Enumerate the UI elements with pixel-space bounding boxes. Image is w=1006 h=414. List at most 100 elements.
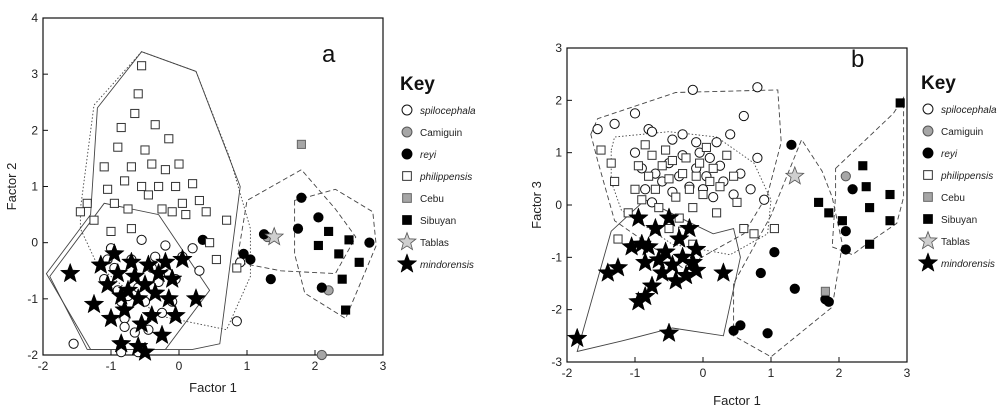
data-point-philippensis xyxy=(664,223,674,234)
convex-hull-dashed xyxy=(733,138,843,358)
data-point-spilocephala xyxy=(640,184,651,195)
data-point-philippensis xyxy=(126,224,136,234)
x-tick-label: 1 xyxy=(244,359,251,373)
data-point-philippensis xyxy=(701,142,711,152)
convex-hull-solid xyxy=(45,51,241,350)
data-point-mindorensis xyxy=(127,287,149,308)
convex-hull-dashed xyxy=(294,188,377,320)
legend-title: Key xyxy=(921,73,956,94)
data-point-spilocephala xyxy=(752,82,763,93)
legend-label-tablas: Tablas xyxy=(941,237,970,248)
legend-marker-mindorensis xyxy=(917,252,939,272)
data-point-philippensis xyxy=(99,162,109,172)
data-point-sibuyan xyxy=(344,235,354,245)
data-point-philippensis xyxy=(681,153,691,163)
x-tick-label: 1 xyxy=(768,366,775,380)
data-point-reyi xyxy=(789,283,800,294)
data-point-philippensis xyxy=(232,263,242,273)
legend-marker-cebu xyxy=(923,192,933,202)
data-point-mindorensis xyxy=(607,256,629,277)
data-point-philippensis xyxy=(684,184,694,194)
data-point-spilocephala xyxy=(119,321,130,333)
y-tick-label: 1 xyxy=(31,180,38,194)
data-point-sibuyan xyxy=(824,208,834,218)
data-point-spilocephala xyxy=(194,265,205,276)
data-point-philippensis xyxy=(177,198,187,208)
data-point-sibuyan xyxy=(865,239,875,249)
data-point-spilocephala xyxy=(592,123,603,135)
data-point-sibuyan xyxy=(354,257,364,267)
data-point-mindorensis xyxy=(638,235,659,256)
data-point-mindorensis xyxy=(185,287,207,308)
x-tick-label: 2 xyxy=(836,366,843,380)
y-tick-label: -2 xyxy=(27,348,38,362)
data-point-philippensis xyxy=(181,210,191,220)
data-point-sibuyan xyxy=(885,189,895,200)
data-point-philippensis xyxy=(691,171,701,181)
data-point-spilocephala xyxy=(677,129,688,140)
data-point-philippensis xyxy=(647,150,657,160)
data-point-spilocephala xyxy=(629,108,641,119)
data-point-spilocephala xyxy=(609,118,620,130)
data-point-sibuyan xyxy=(865,203,875,213)
data-point-mindorensis xyxy=(90,254,112,274)
legend-label-mindorensis: mindorensis xyxy=(941,259,995,270)
x-tick-label: -1 xyxy=(106,359,117,373)
data-point-philippensis xyxy=(143,190,153,200)
data-point-philippensis xyxy=(222,215,232,225)
x-tick-label: -2 xyxy=(562,366,573,380)
legend-marker-spilocephala xyxy=(922,103,934,115)
data-point-mindorensis xyxy=(685,238,707,259)
data-point-philippensis xyxy=(147,159,157,169)
data-point-mindorensis xyxy=(151,324,173,345)
data-point-philippensis xyxy=(123,204,133,214)
legend-marker-camiguin xyxy=(401,126,413,138)
data-point-sibuyan xyxy=(861,182,871,192)
data-point-philippensis xyxy=(82,198,92,208)
series-cebu xyxy=(296,139,306,149)
series-camiguin xyxy=(840,171,851,182)
data-point-mindorensis xyxy=(685,259,707,280)
data-point-reyi xyxy=(735,320,746,331)
x-tick-label: 0 xyxy=(176,359,183,373)
data-point-mindorensis xyxy=(114,299,135,319)
data-point-philippensis xyxy=(708,163,718,173)
x-tick-label: -2 xyxy=(38,359,49,373)
legend-marker-tablas xyxy=(397,231,417,251)
data-point-philippensis xyxy=(739,223,749,234)
data-point-spilocephala xyxy=(687,84,698,95)
series-sibuyan xyxy=(814,98,905,249)
y-tick-label: 0 xyxy=(555,198,562,212)
data-point-reyi xyxy=(292,223,304,234)
data-point-philippensis xyxy=(205,238,215,248)
data-point-philippensis xyxy=(171,181,181,192)
legend-label-camiguin: Camiguin xyxy=(420,128,462,139)
series-reyi xyxy=(728,139,858,339)
data-point-philippensis xyxy=(201,207,211,217)
legend-title: Key xyxy=(400,74,435,95)
data-point-reyi xyxy=(313,212,324,223)
data-point-mindorensis xyxy=(158,287,180,308)
legend-label-reyi: reyi xyxy=(420,150,437,161)
data-point-sibuyan xyxy=(324,226,334,236)
data-point-philippensis xyxy=(106,226,116,236)
data-point-philippensis xyxy=(174,159,184,169)
legend-marker-sibuyan xyxy=(402,215,412,225)
series-camiguin xyxy=(262,231,334,361)
legend-label-cebu: Cebu xyxy=(941,193,965,204)
data-point-sibuyan xyxy=(814,197,824,207)
data-point-spilocephala xyxy=(160,240,171,251)
series-tablas xyxy=(264,226,285,246)
data-point-philippensis xyxy=(610,176,620,187)
data-point-philippensis xyxy=(671,192,681,202)
data-point-philippensis xyxy=(674,213,684,223)
legend-label-reyi: reyi xyxy=(941,149,958,160)
data-point-mindorensis xyxy=(134,273,156,294)
data-point-philippensis xyxy=(712,208,722,218)
data-point-philippensis xyxy=(194,195,204,206)
y-tick-label: 2 xyxy=(31,123,38,137)
data-point-tablas xyxy=(264,226,285,246)
legend-marker-tablas xyxy=(918,230,938,250)
data-point-philippensis xyxy=(613,234,623,244)
data-point-spilocephala xyxy=(728,189,739,200)
